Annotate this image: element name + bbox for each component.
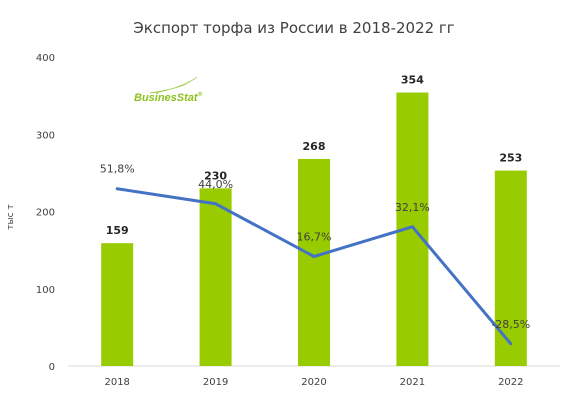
x-tick-label: 2020: [301, 377, 326, 388]
y-tick-label: 0: [49, 362, 55, 373]
bar-value-label: 159: [106, 224, 129, 237]
logo-swoosh-icon-2: [155, 80, 190, 94]
bar-value-label: 253: [499, 152, 522, 165]
y-tick-label: 200: [36, 208, 55, 219]
x-tick-label: 2019: [203, 377, 228, 388]
y-axis-label: тыс т: [6, 204, 16, 229]
y-tick-label: 100: [36, 285, 55, 296]
growth-value-label: 32,1%: [395, 201, 430, 214]
bar-value-label: 354: [401, 74, 424, 87]
x-axis-ticks: 2018 2019 2020 2021 2022: [104, 377, 523, 388]
growth-value-labels: 51,8% 44,0% 16,7% 32,1% -28,5%: [100, 163, 531, 331]
bar-value-label: 268: [303, 140, 326, 153]
x-tick-label: 2021: [400, 377, 425, 388]
bar: [494, 170, 527, 366]
logo-mark: ®: [198, 91, 203, 98]
bar-series: [101, 92, 527, 366]
logo-swoosh-icon: [149, 76, 198, 94]
logo-text: BusinesStat: [134, 92, 199, 104]
growth-point: [214, 202, 218, 206]
x-tick-label: 2018: [104, 377, 129, 388]
y-tick-label: 400: [36, 53, 55, 64]
growth-value-label: 16,7%: [297, 230, 332, 243]
bar: [199, 188, 232, 366]
growth-point: [410, 225, 414, 229]
growth-value-label: 51,8%: [100, 163, 135, 176]
bar: [101, 243, 134, 366]
brand-logo: BusinesStat ®: [134, 76, 203, 104]
bar: [298, 158, 330, 366]
growth-point: [115, 187, 119, 191]
growth-point: [509, 342, 513, 346]
bar-value-labels: 159 230 268 354 253: [106, 74, 523, 238]
growth-point: [312, 254, 316, 258]
y-axis-ticks: 0 100 200 300 400: [36, 53, 55, 373]
growth-value-label: 44,0%: [198, 178, 233, 191]
x-tick-label: 2022: [498, 377, 523, 388]
bar-value-label: 230: [204, 169, 227, 182]
growth-line-series: [115, 187, 513, 346]
growth-value-label: -28,5%: [491, 318, 530, 331]
y-tick-label: 300: [36, 130, 55, 141]
chart-title: Экспорт торфа из России в 2018-2022 гг: [133, 19, 455, 37]
